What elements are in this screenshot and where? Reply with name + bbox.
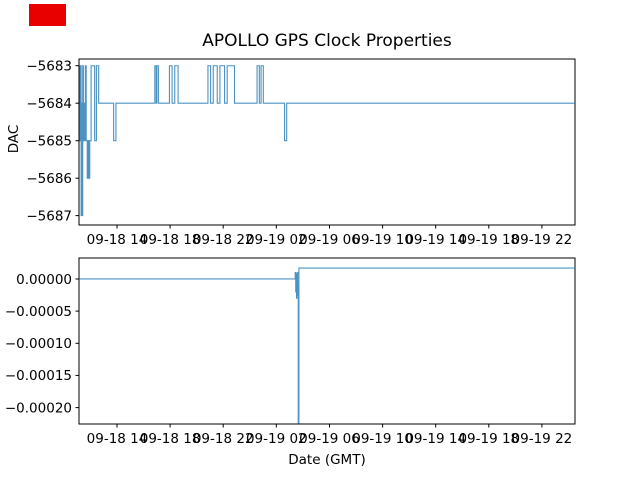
x-tick-label: 09-18 14: [87, 431, 148, 447]
y-tick-label: −5686: [26, 171, 72, 187]
y-tick-label: −5687: [26, 208, 72, 224]
x-tick-label: 09-19 18: [458, 232, 519, 248]
axes-spines: [78, 58, 576, 226]
x-tick-label: 09-19 10: [352, 431, 413, 447]
x-axis-label-date: Date (GMT): [288, 452, 366, 468]
x-tick-label: 09-19 14: [405, 431, 466, 447]
data-line: [79, 65, 575, 217]
axes-spines: [78, 257, 576, 425]
x-tick-label: 09-18 22: [193, 232, 254, 248]
y-tick-label: −0.00010: [5, 336, 72, 352]
y-tick-label: −5685: [26, 134, 72, 150]
data-line: [79, 267, 575, 424]
y-tick-label: −0.00020: [5, 400, 72, 416]
x-tick-label: 09-19 14: [405, 232, 466, 248]
y-tick-label: 0.00000: [16, 272, 72, 288]
x-tick-label: 09-19 18: [458, 431, 519, 447]
x-tick-label: 09-19 06: [299, 232, 360, 248]
x-tick-label: 09-18 18: [140, 431, 201, 447]
x-tick-label: 09-18 22: [193, 431, 254, 447]
x-tick-label: 09-19 10: [352, 232, 413, 248]
y-tick-label: −5684: [26, 96, 72, 112]
x-tick-label: 09-19 02: [246, 431, 307, 447]
y-tick-label: −5683: [26, 59, 72, 75]
x-tick-label: 09-19 06: [299, 431, 360, 447]
x-tick-label: 09-18 18: [140, 232, 201, 248]
red-annotation-marker: [29, 4, 66, 26]
y-tick-label: −0.00015: [5, 368, 72, 384]
chart-title: APOLLO GPS Clock Properties: [202, 31, 452, 51]
x-tick-label: 09-19 02: [246, 232, 307, 248]
x-tick-label: 09-18 14: [87, 232, 148, 248]
x-tick-label: 09-19 22: [512, 232, 573, 248]
y-tick-label: −0.00005: [5, 304, 72, 320]
x-tick-label: 09-19 22: [512, 431, 573, 447]
